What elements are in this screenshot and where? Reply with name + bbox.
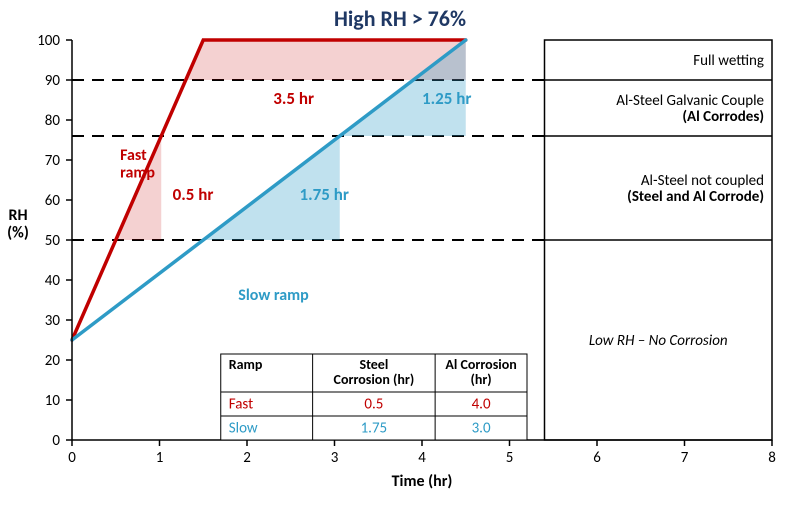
x-tick-label: 8 [768,449,776,467]
x-tick-label: 2 [243,449,251,467]
x-tick-label: 0 [68,449,76,467]
series-label-slow: Slow ramp [238,286,309,305]
table-cell: 1.75 [361,419,388,437]
table-cell: 4.0 [472,395,491,413]
region-label: Low RH – No Corrosion [589,332,728,350]
y-tick-label: 10 [45,392,61,410]
region-label: (Steel and Al Corrode) [627,188,764,206]
y-tick-label: 80 [45,112,61,130]
y-tick-label: 20 [45,352,61,370]
x-tick-label: 6 [593,449,601,467]
table-cell: Slow [229,419,258,437]
x-tick-label: 5 [506,449,514,467]
annotation: 3.5 hr [273,88,314,109]
y-tick-label: 90 [45,72,61,90]
y-tick-label: 0 [52,432,60,450]
table-cell: Fast [229,395,253,413]
y-axis-label: RH(%) [7,206,29,243]
y-tick-label: 60 [45,192,61,210]
table-cell: 0.5 [364,395,383,413]
y-tick-label: 100 [37,32,60,50]
chart-title: High RH > 76% [334,5,466,32]
y-tick-label: 30 [45,312,61,330]
y-tick-label: 40 [45,272,61,290]
x-tick-label: 4 [418,449,426,467]
annotation: 1.75 hr [300,184,349,205]
annotation: 0.5 hr [173,184,214,205]
x-tick-label: 7 [681,449,689,467]
x-tick-label: 1 [156,449,164,467]
x-axis-label: Time (hr) [392,472,453,491]
table-cell: 3.0 [472,419,491,437]
table-header: Ramp [229,356,263,373]
annotation: 1.25 hr [422,88,471,109]
y-tick-label: 50 [45,232,61,250]
y-tick-label: 70 [45,152,61,170]
region-label: (Al Corrodes) [682,108,764,126]
x-tick-label: 3 [331,449,339,467]
region-label: Full wetting [693,52,764,70]
